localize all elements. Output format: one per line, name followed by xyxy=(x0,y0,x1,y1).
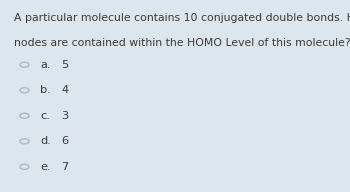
Text: 6: 6 xyxy=(61,136,68,146)
Text: 7: 7 xyxy=(61,162,69,172)
Text: a.: a. xyxy=(40,60,51,70)
Text: 3: 3 xyxy=(61,111,69,121)
Circle shape xyxy=(20,139,29,144)
Circle shape xyxy=(20,88,29,93)
Text: 5: 5 xyxy=(61,60,69,70)
Text: nodes are contained within the HOMO Level of this molecule?: nodes are contained within the HOMO Leve… xyxy=(14,38,350,48)
Text: b.: b. xyxy=(40,85,51,95)
Text: d.: d. xyxy=(40,136,51,146)
Text: 4: 4 xyxy=(61,85,68,95)
Text: e.: e. xyxy=(40,162,51,172)
Circle shape xyxy=(20,62,29,67)
Text: A particular molecule contains 10 conjugated double bonds. How many: A particular molecule contains 10 conjug… xyxy=(14,13,350,23)
Circle shape xyxy=(20,113,29,118)
Text: c.: c. xyxy=(40,111,50,121)
Circle shape xyxy=(20,164,29,169)
